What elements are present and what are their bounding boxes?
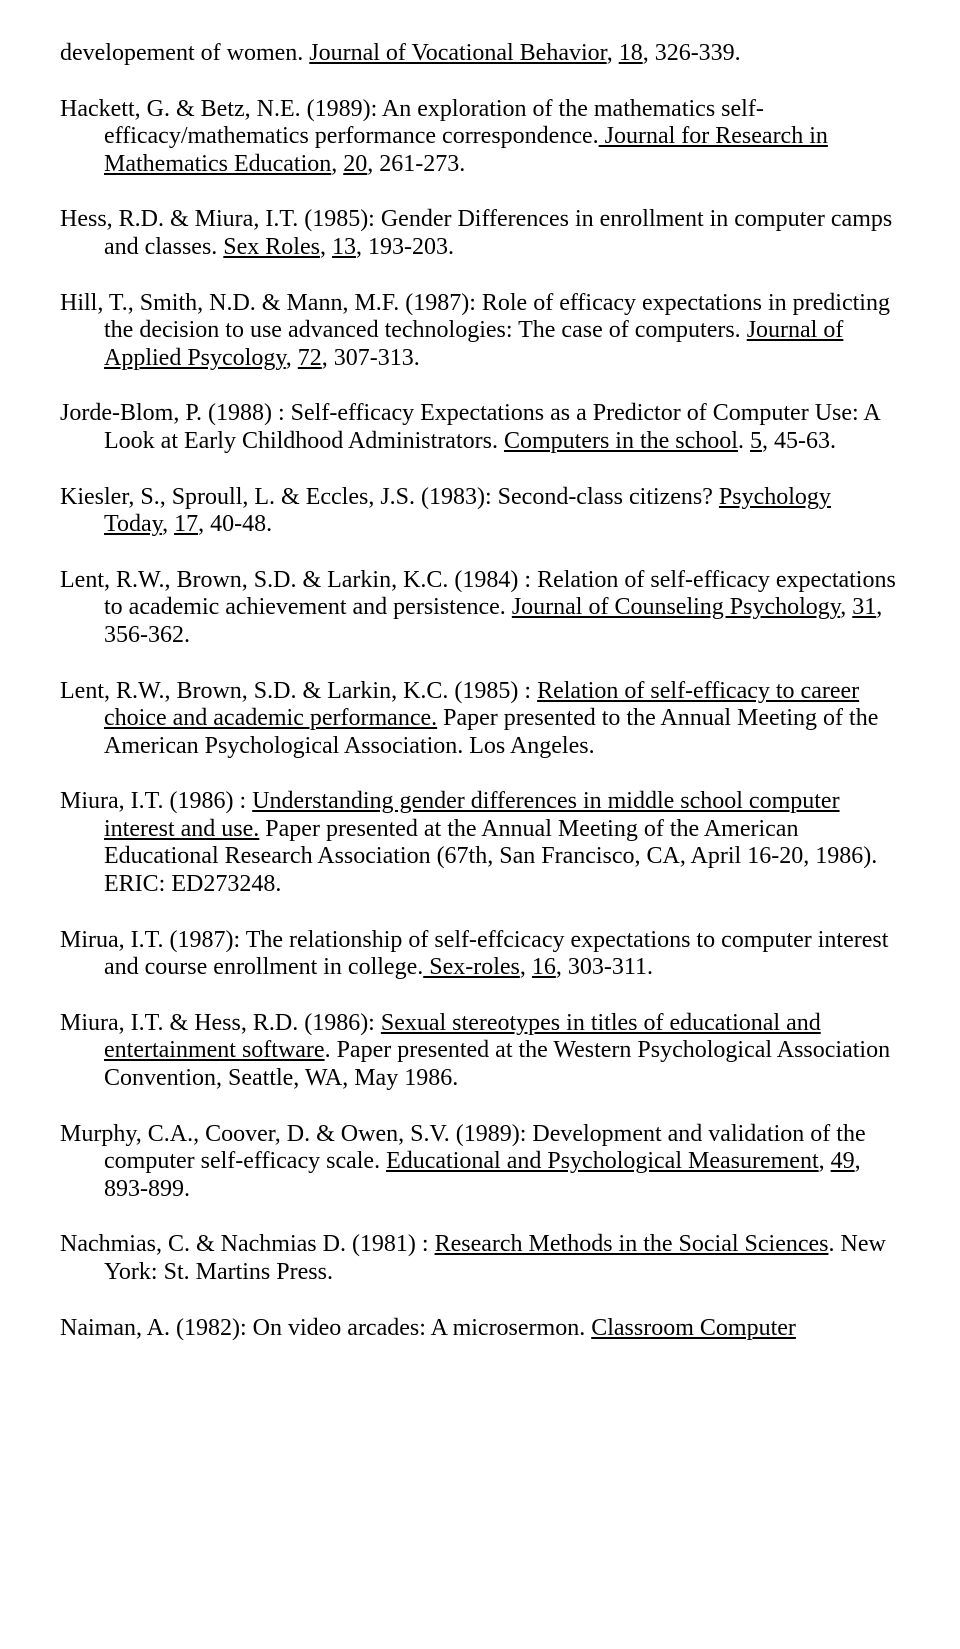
reference-text: , — [520, 954, 532, 980]
reference-entry: Lent, R.W., Brown, S.D. & Larkin, K.C. (… — [60, 567, 900, 650]
reference-text: Naiman, A. (1982): On video arcades: A m… — [60, 1315, 591, 1341]
reference-list: developement of women. Journal of Vocati… — [60, 40, 900, 1342]
reference-text: Nachmias, C. & Nachmias D. (1981) : — [60, 1231, 435, 1257]
reference-entry: Nachmias, C. & Nachmias D. (1981) : Rese… — [60, 1231, 900, 1286]
reference-title: 31 — [852, 594, 876, 620]
reference-entry: Mirua, I.T. (1987): The relationship of … — [60, 927, 900, 982]
reference-text: , 40-48. — [198, 511, 272, 537]
reference-text: . — [738, 428, 750, 454]
reference-title: 49 — [831, 1148, 855, 1174]
reference-text: Kiesler, S., Sproull, L. & Eccles, J.S. … — [60, 484, 719, 510]
reference-title: Sex-roles — [423, 954, 520, 980]
reference-text: , 307-313. — [322, 345, 420, 371]
reference-text: , 45-63. — [762, 428, 836, 454]
reference-title: 72 — [298, 345, 322, 371]
reference-title: Sex Roles — [223, 234, 320, 260]
reference-title: 16 — [532, 954, 556, 980]
reference-text: , — [607, 40, 619, 66]
reference-text: Lent, R.W., Brown, S.D. & Larkin, K.C. (… — [60, 678, 537, 704]
reference-title: Computers in the school — [504, 428, 738, 454]
reference-entry: Kiesler, S., Sproull, L. & Eccles, J.S. … — [60, 484, 900, 539]
reference-text: , 261-273. — [367, 151, 465, 177]
reference-text: Miura, I.T. & Hess, R.D. (1986): — [60, 1010, 381, 1036]
reference-title: 17 — [174, 511, 198, 537]
reference-entry: Naiman, A. (1982): On video arcades: A m… — [60, 1315, 900, 1343]
reference-text: , — [840, 594, 852, 620]
reference-text: , 193-203. — [356, 234, 454, 260]
reference-text: , 303-311. — [556, 954, 653, 980]
reference-text: developement of women. — [60, 40, 309, 66]
reference-text: Hess, R.D. & Miura, I.T. (1985): Gender … — [60, 206, 892, 260]
reference-text: , — [331, 151, 343, 177]
reference-text: Miura, I.T. (1986) : — [60, 788, 252, 814]
reference-text: , — [819, 1148, 831, 1174]
reference-entry: Hill, T., Smith, N.D. & Mann, M.F. (1987… — [60, 290, 900, 373]
reference-entry: Lent, R.W., Brown, S.D. & Larkin, K.C. (… — [60, 678, 900, 761]
reference-entry: developement of women. Journal of Vocati… — [60, 40, 900, 68]
reference-text: , — [320, 234, 332, 260]
reference-title: 13 — [332, 234, 356, 260]
reference-entry: Murphy, C.A., Coover, D. & Owen, S.V. (1… — [60, 1121, 900, 1204]
reference-title: Research Methods in the Social Sciences — [435, 1231, 829, 1257]
reference-title: Classroom Computer — [591, 1315, 796, 1341]
reference-title: 5 — [750, 428, 762, 454]
reference-text: , 326-339. — [643, 40, 741, 66]
reference-entry: Jorde-Blom, P. (1988) : Self-efficacy Ex… — [60, 400, 900, 455]
reference-title: Educational and Psychological Measuremen… — [386, 1148, 819, 1174]
reference-title: Journal of Counseling Psychology — [512, 594, 840, 620]
reference-entry: Miura, I.T. & Hess, R.D. (1986): Sexual … — [60, 1010, 900, 1093]
reference-title: 18 — [619, 40, 643, 66]
reference-entry: Hess, R.D. & Miura, I.T. (1985): Gender … — [60, 206, 900, 261]
reference-text: , — [286, 345, 298, 371]
reference-entry: Hackett, G. & Betz, N.E. (1989): An expl… — [60, 96, 900, 179]
reference-text: , — [162, 511, 174, 537]
reference-title: 20 — [343, 151, 367, 177]
reference-title: Journal of Vocational Behavior — [309, 40, 606, 66]
reference-entry: Miura, I.T. (1986) : Understanding gende… — [60, 788, 900, 898]
